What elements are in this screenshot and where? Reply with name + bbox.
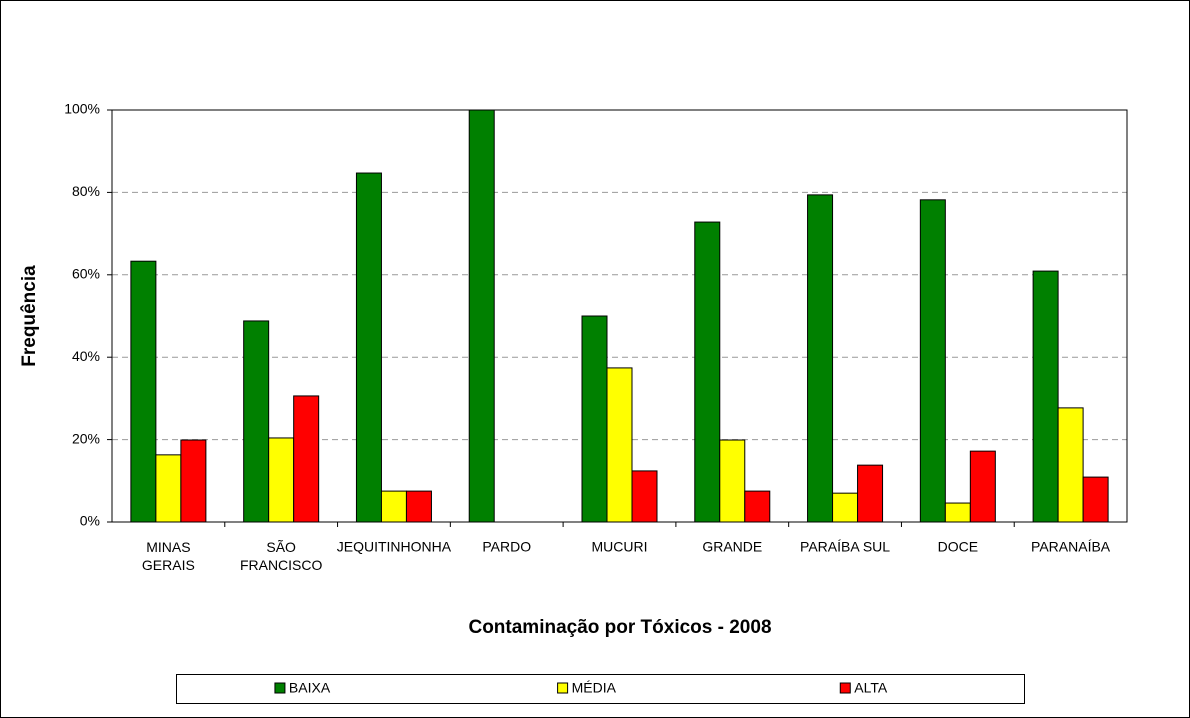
- legend-label: MÉDIA: [572, 680, 617, 696]
- bar: [405, 490, 432, 523]
- bar: [1057, 407, 1084, 523]
- x-tick-label: SÃO FRANCISCO: [240, 539, 323, 573]
- bar: [631, 470, 658, 523]
- bar: [1082, 476, 1109, 523]
- bar: [581, 315, 608, 523]
- x-axis-label: Contaminação por Tóxicos - 2008: [468, 617, 771, 638]
- bar: [969, 450, 996, 523]
- bar: [857, 464, 884, 523]
- y-tick-label: 40%: [72, 348, 100, 364]
- bar: [380, 490, 407, 523]
- bar: [155, 454, 182, 523]
- legend-label: BAIXA: [289, 680, 331, 696]
- bar: [130, 260, 157, 523]
- bar: [355, 172, 382, 523]
- y-tick-label: 0%: [80, 513, 100, 529]
- bar: [180, 439, 207, 523]
- bar: [832, 492, 859, 523]
- x-tick-label: JEQUITINHONHA: [337, 539, 452, 555]
- y-tick-label: 80%: [72, 183, 100, 199]
- x-tick-label: MUCURI: [592, 539, 648, 555]
- bar: [919, 199, 946, 523]
- legend-swatch: [839, 682, 851, 694]
- bar: [719, 439, 746, 523]
- bar: [468, 109, 495, 523]
- bar: [1032, 270, 1059, 523]
- legend-swatch: [274, 682, 286, 694]
- bar: [243, 320, 270, 523]
- legend-swatch: [557, 682, 569, 694]
- bar: [744, 490, 771, 523]
- bar: [293, 395, 320, 523]
- bar: [268, 437, 295, 523]
- legend-label: ALTA: [854, 680, 888, 696]
- y-tick-label: 20%: [72, 430, 100, 446]
- x-tick-label: PARAÍBA SUL: [800, 539, 890, 555]
- y-tick-label: 60%: [72, 266, 100, 282]
- bar: [606, 367, 633, 523]
- plot-border: [111, 109, 1128, 523]
- legend: [176, 674, 1025, 704]
- x-tick-label: GRANDE: [702, 539, 762, 555]
- x-tick-label: PARDO: [482, 539, 531, 555]
- y-tick-label: 100%: [64, 101, 100, 117]
- x-tick-label: MINAS GERAIS: [142, 539, 195, 573]
- y-axis-label: Frequência: [19, 265, 40, 367]
- x-tick-label: PARANAÍBA: [1031, 539, 1111, 555]
- bar: [944, 502, 971, 523]
- bar: [694, 221, 721, 523]
- bar: [807, 194, 834, 523]
- x-tick-label: DOCE: [938, 539, 978, 555]
